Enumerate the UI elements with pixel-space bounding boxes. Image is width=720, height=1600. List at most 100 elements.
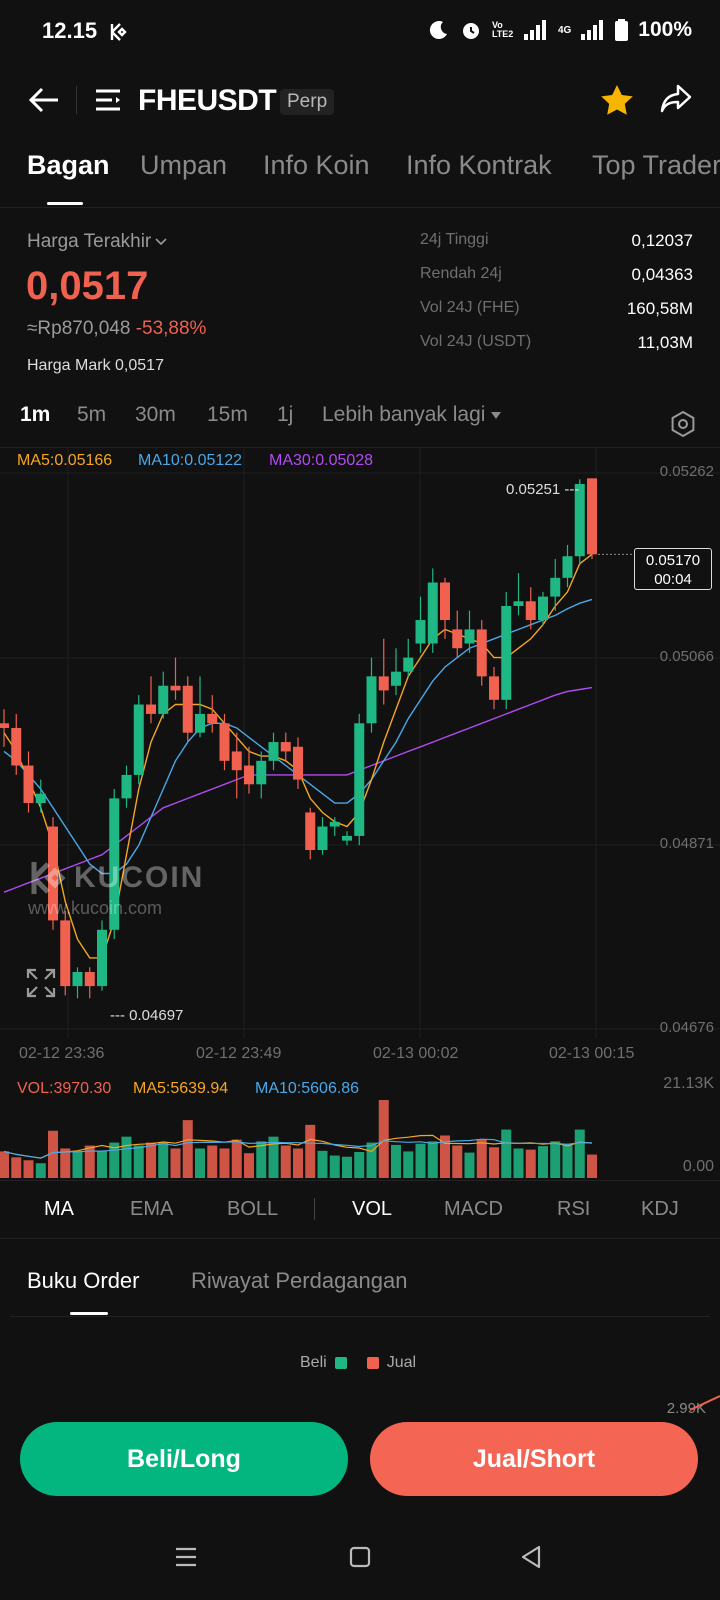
candle-body bbox=[97, 929, 107, 987]
timeframe-5m[interactable]: 5m bbox=[77, 403, 107, 426]
favorite-button[interactable] bbox=[600, 84, 634, 121]
vol-axis-bottom: 0.00 bbox=[682, 1158, 714, 1175]
volume-bar bbox=[133, 1145, 144, 1178]
stat-row: 24j Tinggi 0,12037 bbox=[420, 231, 693, 265]
timeframe-30m[interactable]: 30m bbox=[135, 403, 176, 426]
tab-info-koin[interactable]: Info Koin bbox=[263, 150, 370, 180]
candle-body bbox=[182, 685, 193, 733]
indicator-macd[interactable]: MACD bbox=[444, 1198, 503, 1220]
volume-bar bbox=[391, 1144, 401, 1178]
status-icons: Vo LTE2 4G 100% bbox=[428, 18, 692, 42]
mark-price: Harga Mark 0,0517 bbox=[27, 357, 164, 374]
candle-body bbox=[329, 821, 340, 827]
candle-body bbox=[207, 713, 218, 724]
last-price-selector[interactable]: Harga Terakhir bbox=[27, 231, 167, 253]
tab-bagan[interactable]: Bagan bbox=[27, 150, 110, 180]
candle-body bbox=[415, 620, 426, 644]
candle-body bbox=[280, 742, 291, 752]
stat-label: Rendah 24j bbox=[420, 265, 502, 282]
candle-body bbox=[244, 765, 254, 785]
volume-bar bbox=[35, 1163, 46, 1178]
volume-bar bbox=[513, 1148, 524, 1178]
tab-umpan[interactable]: Umpan bbox=[140, 150, 228, 180]
chart-settings-button[interactable] bbox=[669, 410, 697, 443]
buy-long-button[interactable]: Beli/Long bbox=[20, 1422, 348, 1496]
time-axis-label: 02-13 00:15 bbox=[549, 1045, 635, 1062]
pair-title[interactable]: FHEUSDT bbox=[138, 84, 277, 117]
network-type: 4G bbox=[557, 24, 572, 36]
volume-bar bbox=[476, 1139, 487, 1178]
indicator-vol[interactable]: VOL bbox=[352, 1198, 393, 1220]
high-price-marker: 0.05251 --- bbox=[506, 481, 580, 498]
candle-body bbox=[513, 601, 524, 606]
volume-bar bbox=[562, 1143, 573, 1178]
more-timeframes-button[interactable]: Lebih banyak lagi bbox=[322, 403, 502, 427]
candle-body bbox=[476, 629, 487, 677]
list-menu-icon bbox=[96, 89, 120, 111]
home-button[interactable] bbox=[349, 1546, 371, 1573]
arrow-left-icon bbox=[28, 87, 58, 113]
watermark-url: www.kucoin.com bbox=[28, 898, 163, 918]
candle-body bbox=[60, 920, 71, 987]
volume-bar bbox=[121, 1136, 132, 1178]
volume-bar bbox=[415, 1143, 426, 1178]
volume-bar bbox=[342, 1156, 352, 1178]
volume-bar bbox=[256, 1141, 267, 1178]
stat-label: Vol 24J (FHE) bbox=[420, 299, 520, 316]
volume-bar bbox=[354, 1152, 365, 1178]
candle-body bbox=[354, 723, 365, 836]
last-price: 0,0517 bbox=[26, 264, 149, 308]
timeframe-1m[interactable]: 1m bbox=[20, 403, 51, 426]
volume-bar bbox=[587, 1154, 597, 1178]
indicator-ma[interactable]: MA bbox=[44, 1198, 74, 1220]
active-tab-indicator bbox=[47, 202, 83, 205]
current-price-value: 0.05170 bbox=[645, 552, 701, 569]
moon-icon bbox=[429, 21, 447, 40]
system-back-button[interactable] bbox=[520, 1545, 542, 1574]
volume-bar bbox=[440, 1135, 450, 1178]
indicators-bottom-divider bbox=[0, 1238, 720, 1239]
current-price-tag: 0.05170 00:04 bbox=[634, 548, 712, 590]
menu-button[interactable] bbox=[94, 88, 122, 117]
tab-top-trader[interactable]: Top Trader bbox=[592, 150, 720, 180]
depth-axis-value: 2.99K bbox=[666, 1400, 706, 1417]
volume-bar bbox=[489, 1147, 499, 1178]
tab-order-book[interactable]: Buku Order bbox=[27, 1268, 140, 1293]
candle-body bbox=[158, 685, 169, 714]
volume-bar bbox=[329, 1155, 340, 1178]
alarm-icon bbox=[462, 23, 479, 39]
candle-body bbox=[293, 746, 303, 780]
indicator-ema[interactable]: EMA bbox=[130, 1198, 174, 1220]
chart-top-divider bbox=[0, 447, 720, 448]
recent-apps-button[interactable] bbox=[174, 1546, 198, 1573]
volume-bar bbox=[452, 1145, 463, 1178]
share-button[interactable] bbox=[660, 84, 692, 119]
candle-body bbox=[366, 676, 377, 724]
back-button[interactable] bbox=[28, 86, 60, 119]
volume-bar bbox=[182, 1120, 193, 1178]
time-axis-label: 02-12 23:49 bbox=[196, 1045, 282, 1062]
signal-icon bbox=[523, 20, 546, 40]
candlestick-chart[interactable] bbox=[0, 448, 720, 1098]
timeframe-1j[interactable]: 1j bbox=[277, 403, 294, 426]
order-book-tab-indicator bbox=[70, 1312, 108, 1315]
price-axis-label: 0.04676 bbox=[659, 1019, 714, 1036]
tab-trade-history[interactable]: Riwayat Perdagangan bbox=[191, 1268, 408, 1293]
volume-bar bbox=[550, 1141, 561, 1178]
timeframe-15m[interactable]: 15m bbox=[207, 403, 248, 426]
tab-info-kontrak[interactable]: Info Kontrak bbox=[406, 150, 552, 180]
indicator-boll[interactable]: BOLL bbox=[227, 1198, 279, 1220]
vol-ma5-legend: MA5:5639.94 bbox=[133, 1080, 229, 1097]
indicator-rsi[interactable]: RSI bbox=[557, 1198, 591, 1220]
price-axis-label: 0.05066 bbox=[659, 648, 714, 665]
candle-body bbox=[538, 596, 548, 621]
candle-body bbox=[231, 751, 242, 771]
volume-bar bbox=[195, 1148, 205, 1178]
indicator-kdj[interactable]: KDJ bbox=[641, 1198, 679, 1220]
candle-body bbox=[574, 483, 585, 557]
candle-body bbox=[342, 835, 352, 841]
sell-short-button[interactable]: Jual/Short bbox=[370, 1422, 698, 1496]
chevron-down-icon bbox=[155, 238, 167, 246]
fullscreen-button[interactable] bbox=[26, 968, 56, 1003]
hexagon-settings-icon bbox=[671, 410, 695, 438]
